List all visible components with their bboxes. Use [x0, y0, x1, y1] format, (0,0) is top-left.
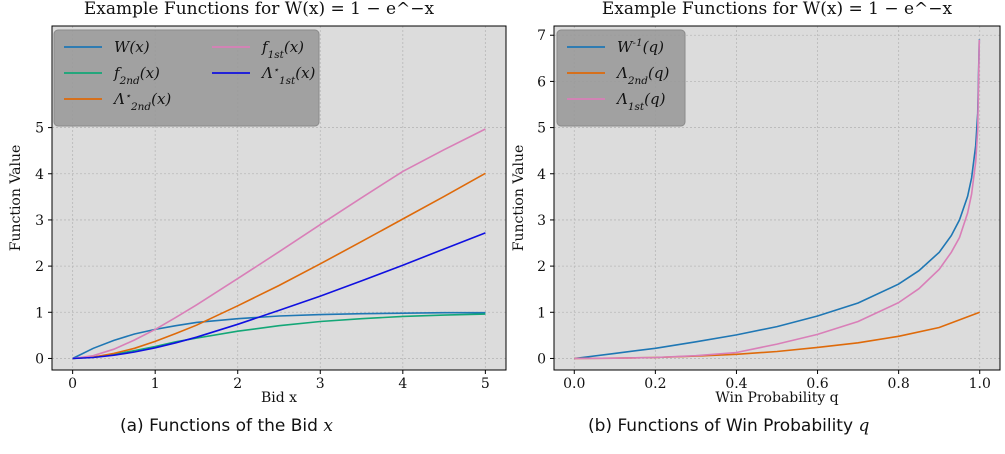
legend-label-1: Λ2nd(q) [615, 64, 669, 87]
caption-a: (a) Functions of the Bid x [120, 416, 333, 436]
y-tick-label: 4 [537, 167, 546, 183]
y-axis-label: Function Value [511, 145, 527, 252]
legend-label-0: W-1(q) [617, 37, 664, 56]
series-line-0 [574, 39, 981, 360]
axes-frame [553, 25, 1001, 371]
legend-label-2: Λ1st(q) [615, 90, 666, 113]
x-tick-label: 1 [151, 376, 160, 392]
y-tick-label: 3 [35, 213, 44, 229]
legend-box [53, 29, 320, 127]
legend-box [556, 29, 686, 127]
x-tick-label: 0.0 [563, 376, 585, 392]
legend-label-3: f1st(x) [261, 38, 304, 61]
y-tick-label: 0 [35, 351, 44, 367]
series-line-2 [72, 172, 486, 360]
y-tick-label: 2 [537, 259, 546, 275]
x-tick-label: 0 [68, 376, 77, 392]
series-line-3 [72, 128, 486, 360]
x-tick-label: 0.4 [725, 376, 747, 392]
x-tick-label: 4 [398, 376, 407, 392]
x-tick-label: 0.8 [888, 376, 910, 392]
legend: W(x) f1st(x) f2nd(x) Λ⋆1st(x) Λ⋆2nd(x) [53, 29, 320, 127]
chart-panel-b: 0.0 0.2 0.4 0.6 0.8 1.0 0 1 2 3 4 5 6 7 Win Probabilit… [511, 0, 1001, 406]
x-tick-label: 0.2 [644, 376, 666, 392]
x-tick-label: 2 [233, 376, 242, 392]
y-tick-label: 3 [537, 213, 546, 229]
x-tick-label: 1.0 [969, 376, 991, 392]
y-axis-label: Function Value [8, 145, 24, 252]
legend: W-1(q) Λ2nd(q) Λ1st(q) [556, 29, 686, 127]
caption-b: (b) Functions of Win Probability q [588, 416, 870, 436]
series-line-0 [72, 311, 486, 360]
y-tick-label: 1 [35, 305, 44, 321]
legend-label-1: f2nd(x) [113, 64, 160, 87]
x-tick-label: 5 [481, 376, 490, 392]
y-tick-label: 4 [35, 167, 44, 183]
legend-label-2: Λ⋆2nd(x) [112, 90, 171, 113]
axes-frame [51, 25, 507, 371]
chart-title: Example Functions for W(x) = 1 − e^−x [84, 0, 435, 19]
series-line-4 [72, 232, 486, 360]
y-tick-label: 1 [537, 305, 546, 321]
y-tick-label: 0 [537, 351, 546, 367]
y-tick-label: 5 [35, 121, 44, 137]
legend-label-4: Λ⋆1st(x) [260, 64, 316, 87]
y-tick-label: 5 [537, 121, 546, 137]
chart-panel-a: 0 1 2 3 4 5 0 1 2 3 4 5 Bid x Function Value Example F… [8, 0, 507, 406]
x-axis-label: Bid x [261, 390, 297, 406]
chart-title: Example Functions for W(x) = 1 − e^−x [602, 0, 953, 19]
series-line-2 [574, 39, 981, 360]
x-axis-label: Win Probability q [715, 390, 838, 406]
x-tick-label: 3 [316, 376, 325, 392]
y-tick-label: 2 [35, 259, 44, 275]
y-tick-label: 6 [537, 74, 546, 90]
x-tick-label: 0.6 [806, 376, 828, 392]
legend-label-0: W(x) [114, 38, 150, 56]
y-tick-label: 7 [537, 28, 546, 44]
series-line-1 [72, 313, 486, 360]
